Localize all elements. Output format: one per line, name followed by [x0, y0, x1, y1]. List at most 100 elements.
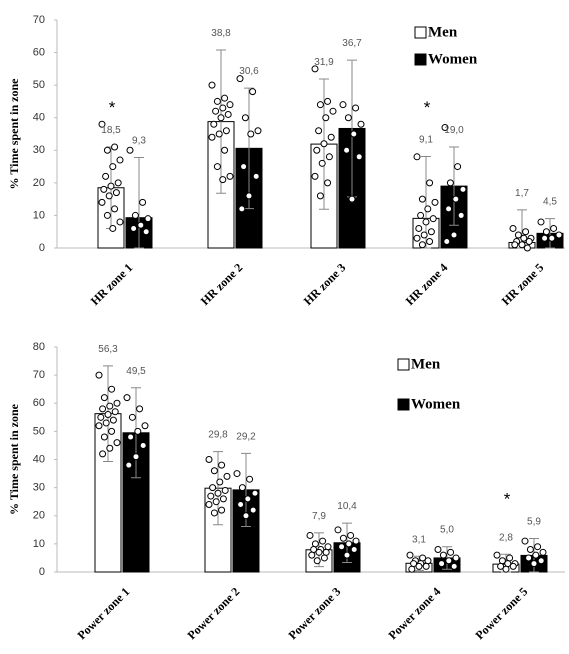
data-point	[252, 172, 260, 180]
data-point	[352, 104, 360, 112]
data-point	[415, 224, 423, 232]
data-point	[125, 461, 133, 469]
data-point	[339, 534, 347, 542]
y-tick-label: 30	[33, 482, 45, 494]
data-point	[219, 495, 227, 503]
y-tick-label: 70	[33, 14, 45, 26]
data-point	[521, 537, 529, 545]
value-label: 29,2	[236, 431, 256, 442]
data-point	[431, 198, 439, 206]
y-tick-label: 60	[33, 46, 45, 58]
data-point	[241, 114, 249, 122]
value-label: 5,0	[440, 525, 454, 536]
data-point	[141, 422, 149, 430]
data-point	[104, 411, 112, 418]
data-point	[95, 422, 103, 430]
data-point	[222, 127, 230, 135]
data-point	[139, 198, 147, 206]
data-point	[322, 114, 330, 122]
data-point	[130, 224, 138, 232]
y-tick-label: 40	[33, 453, 45, 465]
data-point	[106, 402, 114, 410]
data-point	[238, 484, 246, 492]
data-point	[137, 221, 145, 229]
x-tick-label: HR zone 3	[301, 260, 349, 308]
data-point	[322, 548, 330, 556]
data-point	[116, 218, 124, 226]
legend-label: Women	[428, 51, 478, 67]
data-point	[520, 234, 528, 242]
value-label: 5,9	[527, 517, 541, 528]
value-label: 49,5	[126, 366, 146, 377]
data-point	[249, 88, 257, 96]
data-point	[315, 548, 323, 556]
data-point	[218, 461, 226, 469]
data-point	[509, 562, 517, 570]
data-point	[315, 127, 323, 135]
data-point	[452, 195, 460, 203]
value-label: 2,8	[499, 532, 513, 543]
data-point	[534, 543, 542, 551]
data-point	[319, 537, 327, 545]
value-label: 56,3	[98, 344, 118, 355]
legend-swatch	[397, 358, 410, 371]
data-point	[103, 146, 111, 154]
data-point	[308, 551, 316, 559]
data-point	[233, 470, 241, 478]
data-point	[218, 506, 226, 514]
data-point	[132, 453, 140, 461]
y-tick-label: 10	[33, 538, 45, 550]
data-point	[108, 427, 116, 435]
y-tick-label: 60	[33, 397, 45, 409]
data-point	[426, 179, 434, 187]
error-bar	[134, 156, 144, 249]
data-point	[434, 546, 442, 553]
data-point	[429, 215, 437, 223]
y-axis-title: % Time spent in zone	[7, 403, 21, 515]
data-point	[343, 146, 351, 154]
data-point	[209, 484, 217, 492]
data-point	[555, 231, 563, 239]
data-point	[112, 189, 120, 197]
data-point	[511, 241, 519, 249]
data-point	[457, 211, 465, 219]
data-point	[99, 405, 107, 413]
value-label: 1,7	[515, 188, 529, 199]
data-point	[99, 450, 107, 458]
data-point	[98, 198, 106, 206]
legend-label: Men	[411, 356, 441, 372]
data-point	[325, 153, 333, 161]
x-tick-label: HR zone 1	[88, 260, 136, 308]
data-point	[329, 107, 337, 115]
data-point	[223, 472, 231, 480]
data-point	[537, 557, 545, 565]
data-point	[251, 489, 259, 497]
data-point	[95, 371, 103, 379]
value-label: 19,0	[444, 125, 464, 136]
data-point	[526, 546, 534, 553]
x-tick-label: Power zone 4	[386, 584, 444, 642]
error-bar	[545, 218, 555, 249]
data-point	[113, 399, 121, 407]
data-point	[109, 224, 117, 232]
value-label: 9,1	[419, 134, 433, 145]
data-point	[537, 218, 545, 226]
y-axis-title: % Time spent in zone	[7, 78, 21, 190]
value-label: 30,6	[239, 66, 259, 77]
data-point	[427, 228, 435, 236]
data-point	[142, 228, 150, 236]
data-point	[344, 114, 352, 122]
data-point	[443, 237, 451, 245]
data-point	[246, 475, 254, 483]
data-point	[422, 218, 430, 226]
data-point	[240, 163, 248, 171]
value-label: 10,4	[337, 501, 357, 512]
data-point	[100, 185, 108, 193]
data-point	[418, 195, 426, 203]
data-point	[339, 101, 347, 109]
data-point	[418, 241, 426, 249]
data-point	[539, 548, 547, 556]
data-point	[221, 94, 229, 102]
data-point	[208, 133, 216, 141]
